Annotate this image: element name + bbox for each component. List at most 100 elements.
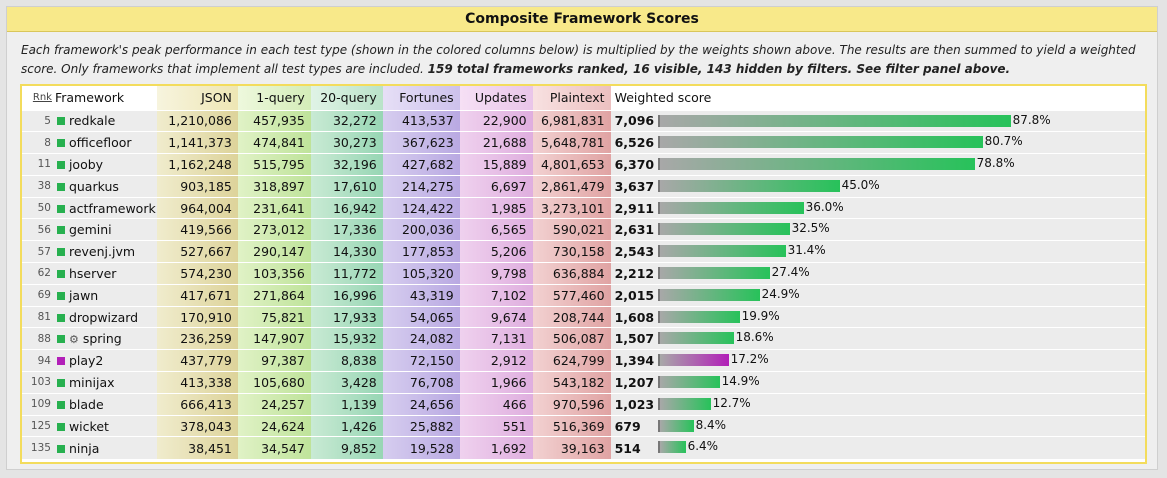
- rank-cell: 50: [22, 196, 55, 219]
- score-bar: [657, 201, 804, 214]
- rank-cell: 5: [22, 109, 55, 132]
- rank-cell: 103: [22, 371, 55, 394]
- framework-name[interactable]: jooby: [68, 156, 104, 172]
- weighted-score-cell: 2,543: [610, 240, 656, 263]
- scores-table: Rnk Framework JSON 1-query 20-query Fort…: [22, 86, 1145, 459]
- col-rank-header[interactable]: Rnk: [32, 92, 52, 104]
- 1query-cell: 105,680: [237, 371, 311, 394]
- description-summary: 159 total frameworks ranked, 16 visible,…: [427, 62, 1011, 76]
- score-percent: 36.0%: [805, 199, 844, 214]
- framework-name[interactable]: blade: [68, 396, 104, 412]
- weighted-score-cell: 2,631: [610, 218, 656, 241]
- rank-cell: 38: [22, 174, 55, 198]
- framework-cell[interactable]: jooby: [54, 153, 157, 176]
- score-bar: [657, 376, 720, 389]
- 1query-cell: 231,641: [237, 196, 311, 219]
- score-bar-cell: 17.2%: [655, 349, 1145, 372]
- framework-name[interactable]: quarkus: [68, 178, 119, 194]
- framework-name[interactable]: dropwizard: [68, 309, 139, 325]
- table-row: 88 ⚙ spring 236,259 147,907 15,932 24,082 7,131…: [22, 327, 1145, 350]
- score-bar: [657, 223, 790, 236]
- framework-name[interactable]: redkale: [68, 113, 116, 129]
- 20query-cell: 30,273: [310, 131, 383, 154]
- framework-name[interactable]: revenj.jvm: [68, 244, 136, 260]
- framework-cell[interactable]: quarkus: [54, 174, 157, 198]
- col-json-header[interactable]: JSON: [156, 86, 238, 110]
- score-percent: 32.5%: [791, 221, 830, 236]
- score-bar-cell: 12.7%: [655, 392, 1145, 416]
- table-row: 57 revenj.jvm 527,667 290,147 14,330 177,853 5…: [22, 240, 1145, 263]
- score-bar: [657, 179, 840, 192]
- marker-square: [56, 378, 65, 387]
- 1query-cell: 290,147: [237, 240, 311, 263]
- col-plaintext-header[interactable]: Plaintext: [532, 86, 611, 110]
- table-row: 11 jooby 1,162,248 515,795 32,196 427,682 15,8…: [22, 153, 1145, 176]
- plaintext-cell: 624,799: [532, 349, 611, 372]
- framework-cell[interactable]: officefloor: [54, 131, 157, 154]
- framework-cell[interactable]: wicket: [54, 414, 157, 437]
- fortunes-cell: 413,537: [382, 109, 460, 132]
- score-percent: 27.4%: [771, 265, 810, 280]
- framework-cell[interactable]: blade: [54, 392, 157, 416]
- json-cell: 1,210,086: [156, 109, 238, 132]
- col-updates-header[interactable]: Updates: [459, 86, 533, 110]
- panel-description: Each framework's peak performance in eac…: [21, 41, 1146, 79]
- plaintext-cell: 3,273,101: [532, 196, 611, 219]
- json-cell: 378,043: [156, 414, 238, 437]
- json-cell: 527,667: [156, 240, 238, 263]
- col-1query-header[interactable]: 1-query: [237, 86, 311, 110]
- score-bar: [657, 288, 760, 301]
- score-bar-cell: 32.5%: [655, 218, 1145, 241]
- framework-name[interactable]: spring: [82, 331, 122, 347]
- framework-cell[interactable]: redkale: [54, 109, 157, 132]
- framework-cell[interactable]: jawn: [54, 283, 157, 307]
- table-header-row: Rnk Framework JSON 1-query 20-query Fort…: [22, 86, 1145, 110]
- col-fortunes-header[interactable]: Fortunes: [382, 86, 460, 110]
- weighted-score-cell: 2,212: [610, 262, 656, 285]
- table-row: 8 officefloor 1,141,373 474,841 30,273 367,62…: [22, 131, 1145, 154]
- col-20query-header[interactable]: 20-query: [310, 86, 383, 110]
- weighted-score-cell: 6,370: [610, 153, 656, 176]
- score-bar-cell: 27.4%: [655, 262, 1145, 285]
- framework-name[interactable]: wicket: [68, 418, 109, 434]
- 1query-cell: 273,012: [237, 218, 311, 241]
- framework-cell[interactable]: hserver: [54, 262, 157, 285]
- framework-name[interactable]: ninja: [68, 440, 100, 456]
- col-framework-header[interactable]: Framework: [54, 90, 125, 106]
- score-bar-cell: 19.9%: [655, 305, 1145, 328]
- framework-cell[interactable]: dropwizard: [54, 305, 157, 328]
- framework-name[interactable]: officefloor: [68, 135, 132, 151]
- 20query-cell: 3,428: [310, 371, 383, 394]
- framework-name[interactable]: play2: [68, 353, 104, 369]
- framework-name[interactable]: hserver: [68, 265, 117, 281]
- framework-name[interactable]: gemini: [68, 222, 112, 238]
- framework-cell[interactable]: revenj.jvm: [54, 240, 157, 263]
- marker-square: [56, 226, 65, 235]
- framework-cell[interactable]: ninja: [54, 436, 157, 459]
- table-row: 125 wicket 378,043 24,624 1,426 25,882 551 516,…: [22, 414, 1145, 437]
- framework-name[interactable]: minijax: [68, 374, 115, 390]
- framework-cell[interactable]: play2: [54, 349, 157, 372]
- marker-square: [56, 204, 65, 213]
- plaintext-cell: 590,021: [532, 218, 611, 241]
- score-percent: 31.4%: [787, 243, 826, 258]
- fortunes-cell: 177,853: [382, 240, 460, 263]
- framework-name[interactable]: jawn: [68, 287, 99, 303]
- score-bar: [657, 114, 1011, 127]
- framework-cell[interactable]: actframework: [54, 196, 157, 219]
- score-bar: [657, 136, 983, 149]
- framework-name[interactable]: actframework: [68, 200, 156, 216]
- marker-square: [56, 269, 65, 278]
- 20query-cell: 16,942: [310, 196, 383, 219]
- framework-cell[interactable]: ⚙ spring: [54, 327, 157, 350]
- framework-cell[interactable]: minijax: [54, 371, 157, 394]
- fortunes-cell: 105,320: [382, 262, 460, 285]
- marker-square: [56, 422, 65, 431]
- col-weighted-score-header[interactable]: Weighted score: [614, 90, 712, 106]
- updates-cell: 9,798: [459, 262, 533, 285]
- score-percent: 24.9%: [761, 286, 800, 301]
- framework-cell[interactable]: gemini: [54, 218, 157, 241]
- score-bar-cell: 45.0%: [655, 174, 1145, 198]
- fortunes-cell: 427,682: [382, 153, 460, 176]
- 20query-cell: 32,196: [310, 153, 383, 176]
